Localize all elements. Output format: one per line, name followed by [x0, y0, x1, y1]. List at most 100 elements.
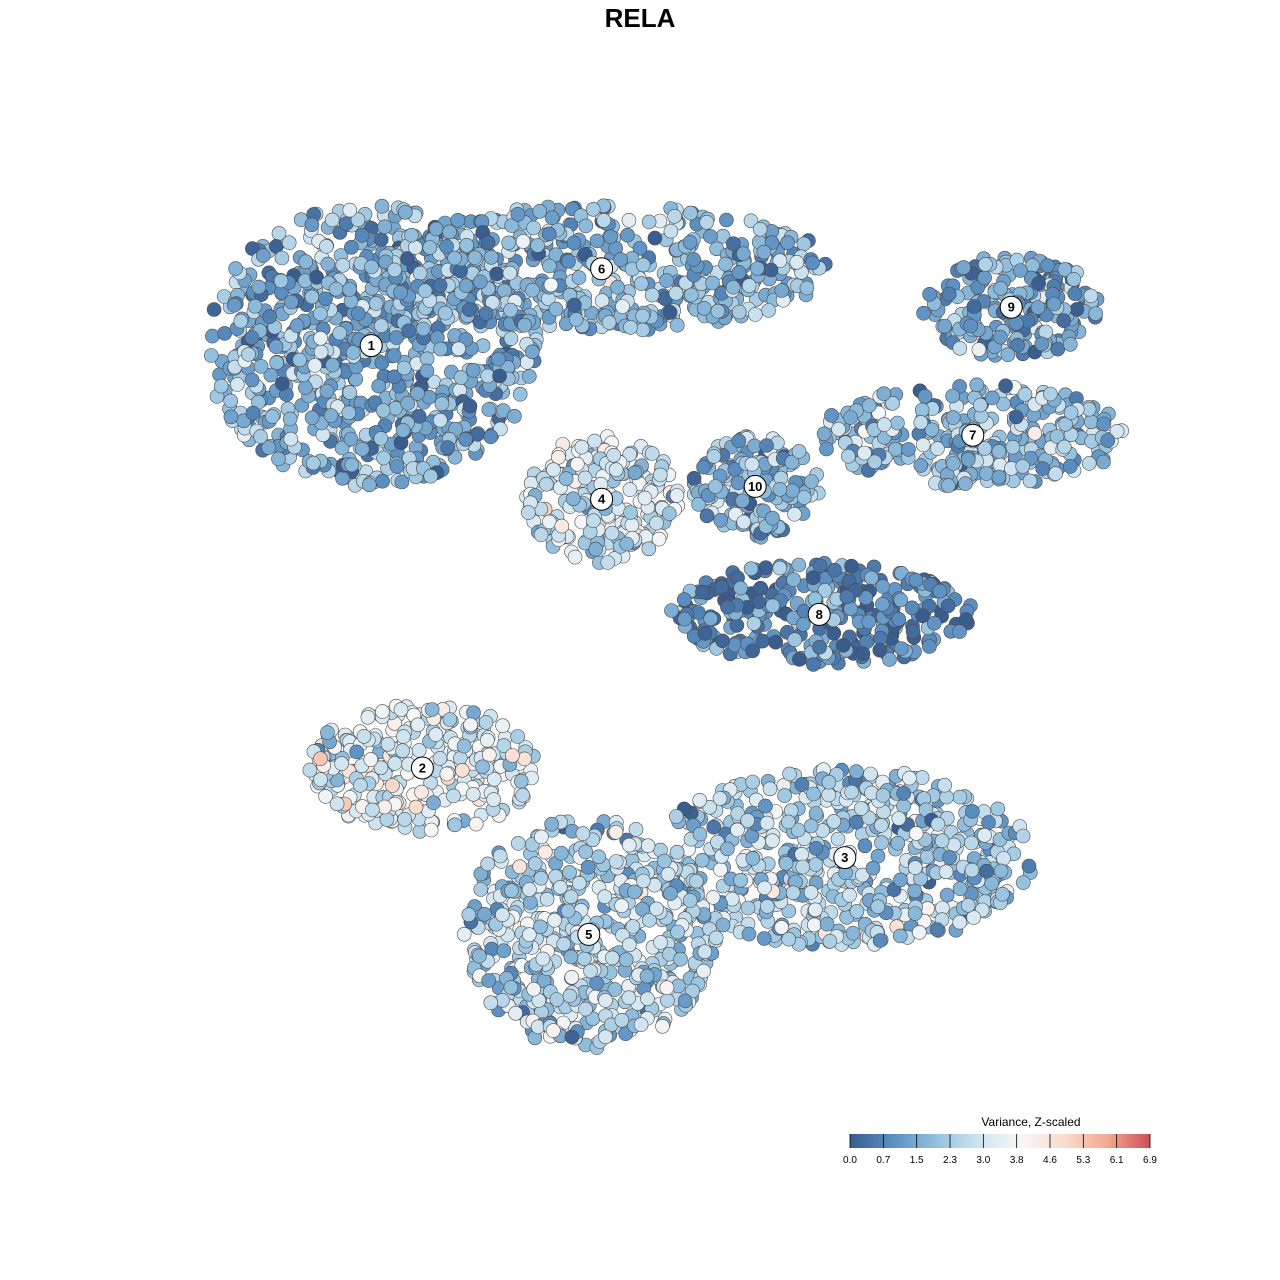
scatter-point	[875, 579, 891, 594]
scatter-point	[447, 817, 463, 833]
scatter-point	[332, 325, 348, 341]
scatter-point	[972, 397, 988, 413]
scatter-point	[313, 772, 328, 787]
scatter-point	[446, 788, 461, 804]
scatter-point	[320, 256, 336, 272]
scatter-point	[342, 282, 357, 297]
scatter-point	[960, 897, 976, 913]
scatter-point	[396, 729, 411, 744]
scatter-point	[271, 451, 286, 467]
scatter-point	[434, 396, 450, 412]
scatter-point	[373, 232, 389, 247]
scatter-point	[530, 238, 545, 253]
scatter-point	[503, 980, 519, 995]
legend-colorbar	[850, 1134, 1150, 1148]
scatter-point	[313, 344, 329, 360]
scatter-point	[890, 415, 905, 431]
scatter-point	[996, 851, 1011, 866]
scatter-point	[422, 240, 438, 255]
scatter-point	[480, 235, 496, 251]
scatter-point	[503, 302, 518, 318]
scatter-point	[463, 717, 478, 733]
scatter-point	[677, 611, 693, 627]
scatter-point	[627, 465, 643, 481]
scatter-point	[608, 462, 624, 478]
scatter-point	[824, 408, 839, 423]
scatter-point	[344, 240, 359, 255]
scatter-point	[682, 893, 698, 908]
scatter-point	[525, 282, 540, 298]
scatter-point	[495, 718, 510, 734]
scatter-point	[439, 239, 454, 254]
scatter-point	[574, 439, 590, 455]
scatter-point	[911, 925, 927, 940]
scatter-point	[787, 506, 802, 522]
scatter-point	[718, 256, 733, 272]
scatter-point	[458, 431, 474, 447]
scatter-point	[893, 872, 908, 888]
scatter-point	[857, 445, 872, 461]
scatter-point	[964, 862, 980, 878]
scatter-point	[730, 475, 746, 491]
scatter-point	[1043, 386, 1058, 402]
scatter-point	[553, 845, 569, 861]
scatter-point	[564, 969, 580, 985]
scatter-point	[796, 490, 812, 505]
scatter-point	[439, 766, 455, 782]
scatter-point	[596, 213, 612, 228]
scatter-point	[1084, 414, 1099, 430]
scatter-point	[891, 611, 907, 627]
scatter-point	[780, 235, 795, 250]
scatter-point	[495, 907, 510, 923]
scatter-point	[1056, 313, 1071, 329]
scatter-point	[1048, 466, 1063, 481]
scatter-point	[564, 1029, 580, 1045]
scatter-point	[526, 220, 541, 236]
scatter-point	[281, 235, 297, 250]
scatter-point	[796, 236, 812, 252]
scatter-point	[941, 478, 956, 493]
scatter-point	[669, 844, 685, 860]
scatter-point	[1063, 336, 1078, 352]
scatter-point	[1062, 459, 1078, 474]
scatter-point	[504, 883, 519, 898]
cluster-label-text: 8	[816, 607, 823, 622]
scatter-point	[765, 833, 780, 849]
scatter-point	[424, 702, 440, 717]
scatter-point	[803, 818, 819, 834]
cluster-label-text: 2	[419, 761, 426, 776]
points-layer	[204, 198, 1129, 1055]
scatter-point	[740, 813, 756, 828]
scatter-point	[945, 456, 961, 471]
scatter-point	[1013, 263, 1028, 278]
scatter-point	[673, 951, 688, 967]
scatter-point	[1096, 416, 1112, 432]
scatter-point	[649, 901, 664, 917]
scatter-point	[873, 818, 889, 833]
scatter-point	[1088, 306, 1103, 321]
scatter-point	[313, 751, 328, 767]
scatter-point	[273, 273, 289, 289]
scatter-point	[812, 558, 828, 574]
scatter-point	[744, 456, 760, 472]
scatter-point	[942, 850, 958, 865]
scatter-point	[733, 872, 748, 888]
scatter-point	[415, 321, 431, 337]
cluster-label-1: 1	[359, 334, 383, 358]
scatter-point	[1067, 286, 1083, 301]
cluster-label-text: 10	[748, 479, 762, 494]
scatter-point	[840, 448, 856, 464]
scatter-point	[977, 270, 992, 286]
scatter-point	[804, 474, 819, 489]
scatter-point	[551, 449, 566, 465]
scatter-point	[491, 351, 506, 367]
scatter-point	[623, 319, 638, 335]
scatter-point	[725, 236, 741, 251]
scatter-point	[334, 756, 349, 771]
scatter-point	[729, 617, 745, 633]
cluster-label-text: 4	[598, 492, 606, 507]
scatter-point	[750, 261, 765, 276]
scatter-point	[619, 536, 635, 552]
scatter-point	[578, 1001, 593, 1017]
